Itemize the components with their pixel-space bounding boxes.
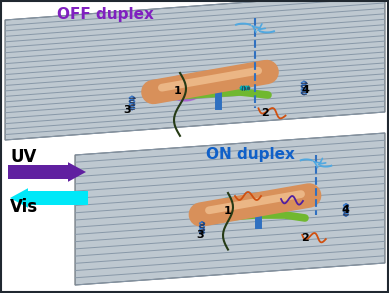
Text: 3: 3	[123, 105, 131, 115]
Text: ON duplex: ON duplex	[205, 147, 294, 163]
Text: 3: 3	[196, 230, 204, 240]
Text: Vis: Vis	[10, 198, 38, 216]
Text: 1: 1	[224, 206, 232, 216]
Text: UV: UV	[10, 148, 37, 166]
Text: 4: 4	[301, 85, 309, 95]
Text: 2: 2	[261, 108, 269, 118]
Text: 2: 2	[301, 233, 309, 243]
Text: OFF duplex: OFF duplex	[56, 6, 153, 21]
Text: 4: 4	[341, 205, 349, 215]
Text: 1: 1	[174, 86, 182, 96]
Ellipse shape	[218, 197, 246, 217]
Polygon shape	[5, 0, 385, 140]
Polygon shape	[75, 133, 385, 285]
Ellipse shape	[167, 75, 203, 101]
FancyArrow shape	[8, 162, 86, 182]
FancyArrow shape	[10, 188, 88, 208]
